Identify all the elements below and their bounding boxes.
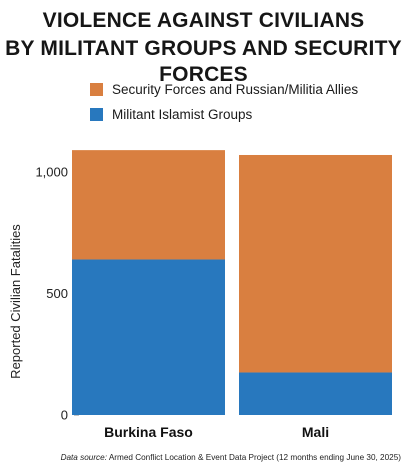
chart-title-line-1: VIOLENCE AGAINST CIVILIANS <box>42 9 365 32</box>
x-category-label: Burkina Faso <box>104 424 193 440</box>
legend-item-security-forces: Security Forces and Russian/Militia Alli… <box>90 80 358 98</box>
y-tick-label: 0 <box>61 408 68 423</box>
bar-segment-mali-militant-islamist <box>239 372 392 415</box>
y-axis-label: Reported Civilian Fatalities <box>8 224 23 379</box>
legend-item-militant-islamist: Militant Islamist Groups <box>90 105 252 123</box>
data-source-note: Data source: Armed Conflict Location & E… <box>61 453 401 462</box>
bar-segment-burkina-faso-militant-islamist <box>72 259 225 415</box>
bar-segment-mali-security-forces <box>239 154 392 373</box>
bar-segment-burkina-faso-security-forces <box>72 150 225 260</box>
y-tick-label: 500 <box>46 286 68 301</box>
data-source-lead: Data source: <box>60 453 107 462</box>
legend-swatch-militant-islamist <box>90 107 103 121</box>
category-labels: Burkina Faso Mali <box>104 424 329 440</box>
data-source-text: Armed Conflict Location & Event Data Pro… <box>108 453 401 462</box>
legend-swatch-security-forces <box>90 82 103 96</box>
bars <box>72 150 392 415</box>
chart-title-line-2: BY MILITANT GROUPS AND SECURITY FORCES <box>5 37 402 86</box>
y-tick-label: 1,000 <box>35 165 68 180</box>
x-category-label: Mali <box>302 424 329 440</box>
legend-label-militant-islamist: Militant Islamist Groups <box>112 106 253 122</box>
legend-label-security-forces: Security Forces and Russian/Militia Alli… <box>112 81 359 97</box>
